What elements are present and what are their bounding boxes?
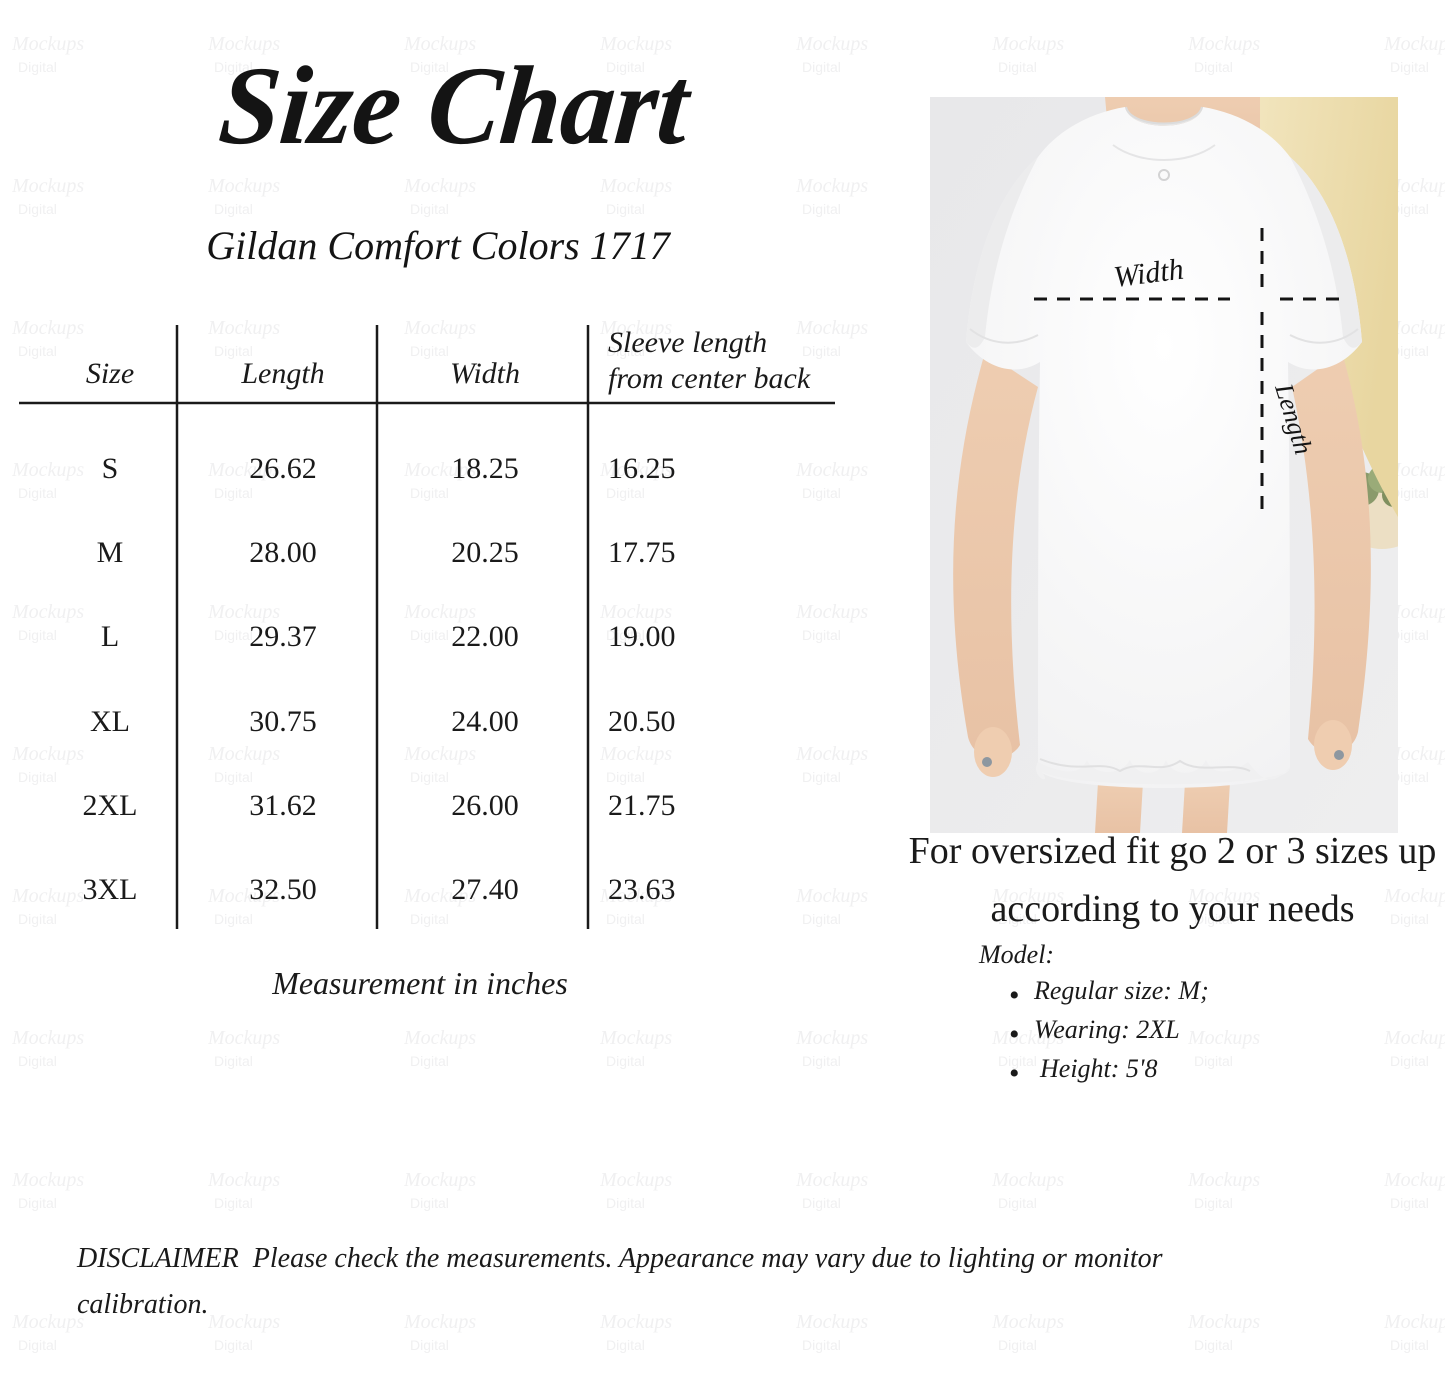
svg-text:Length: Length bbox=[1269, 379, 1318, 458]
svg-text:Width: Width bbox=[1112, 253, 1186, 294]
